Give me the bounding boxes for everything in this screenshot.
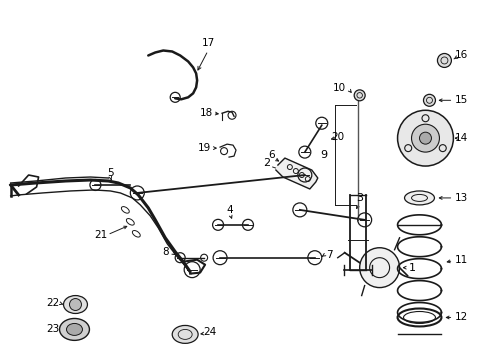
Text: 8: 8 — [162, 247, 168, 257]
Text: 17: 17 — [201, 37, 214, 48]
Text: 7: 7 — [326, 250, 332, 260]
Text: 9: 9 — [320, 150, 326, 160]
Text: 24: 24 — [203, 327, 216, 337]
Text: 3: 3 — [355, 193, 363, 203]
Ellipse shape — [66, 323, 82, 336]
Text: 16: 16 — [454, 50, 467, 60]
Circle shape — [353, 90, 365, 101]
Text: 12: 12 — [454, 312, 467, 323]
Circle shape — [423, 94, 435, 106]
Polygon shape — [275, 158, 317, 189]
Ellipse shape — [404, 191, 433, 205]
Text: 14: 14 — [454, 133, 467, 143]
Text: 13: 13 — [454, 193, 467, 203]
Ellipse shape — [63, 296, 87, 314]
Text: 15: 15 — [454, 95, 467, 105]
Text: 2: 2 — [263, 158, 270, 168]
Ellipse shape — [60, 319, 89, 340]
Text: 19: 19 — [197, 143, 210, 153]
Text: 18: 18 — [199, 108, 212, 118]
Circle shape — [69, 298, 81, 310]
Text: 10: 10 — [332, 84, 346, 93]
Text: 11: 11 — [454, 255, 467, 265]
Circle shape — [359, 248, 399, 288]
Text: 6: 6 — [268, 150, 275, 160]
Text: 5: 5 — [107, 168, 114, 178]
Circle shape — [397, 110, 452, 166]
Circle shape — [411, 124, 439, 152]
Text: 20: 20 — [330, 132, 344, 142]
Text: 1: 1 — [408, 263, 415, 273]
Text: 21: 21 — [94, 230, 107, 240]
Circle shape — [437, 54, 450, 67]
Text: 23: 23 — [46, 324, 59, 334]
Circle shape — [419, 132, 430, 144]
Text: 22: 22 — [46, 297, 59, 307]
Text: 4: 4 — [226, 205, 233, 215]
Ellipse shape — [172, 325, 198, 343]
